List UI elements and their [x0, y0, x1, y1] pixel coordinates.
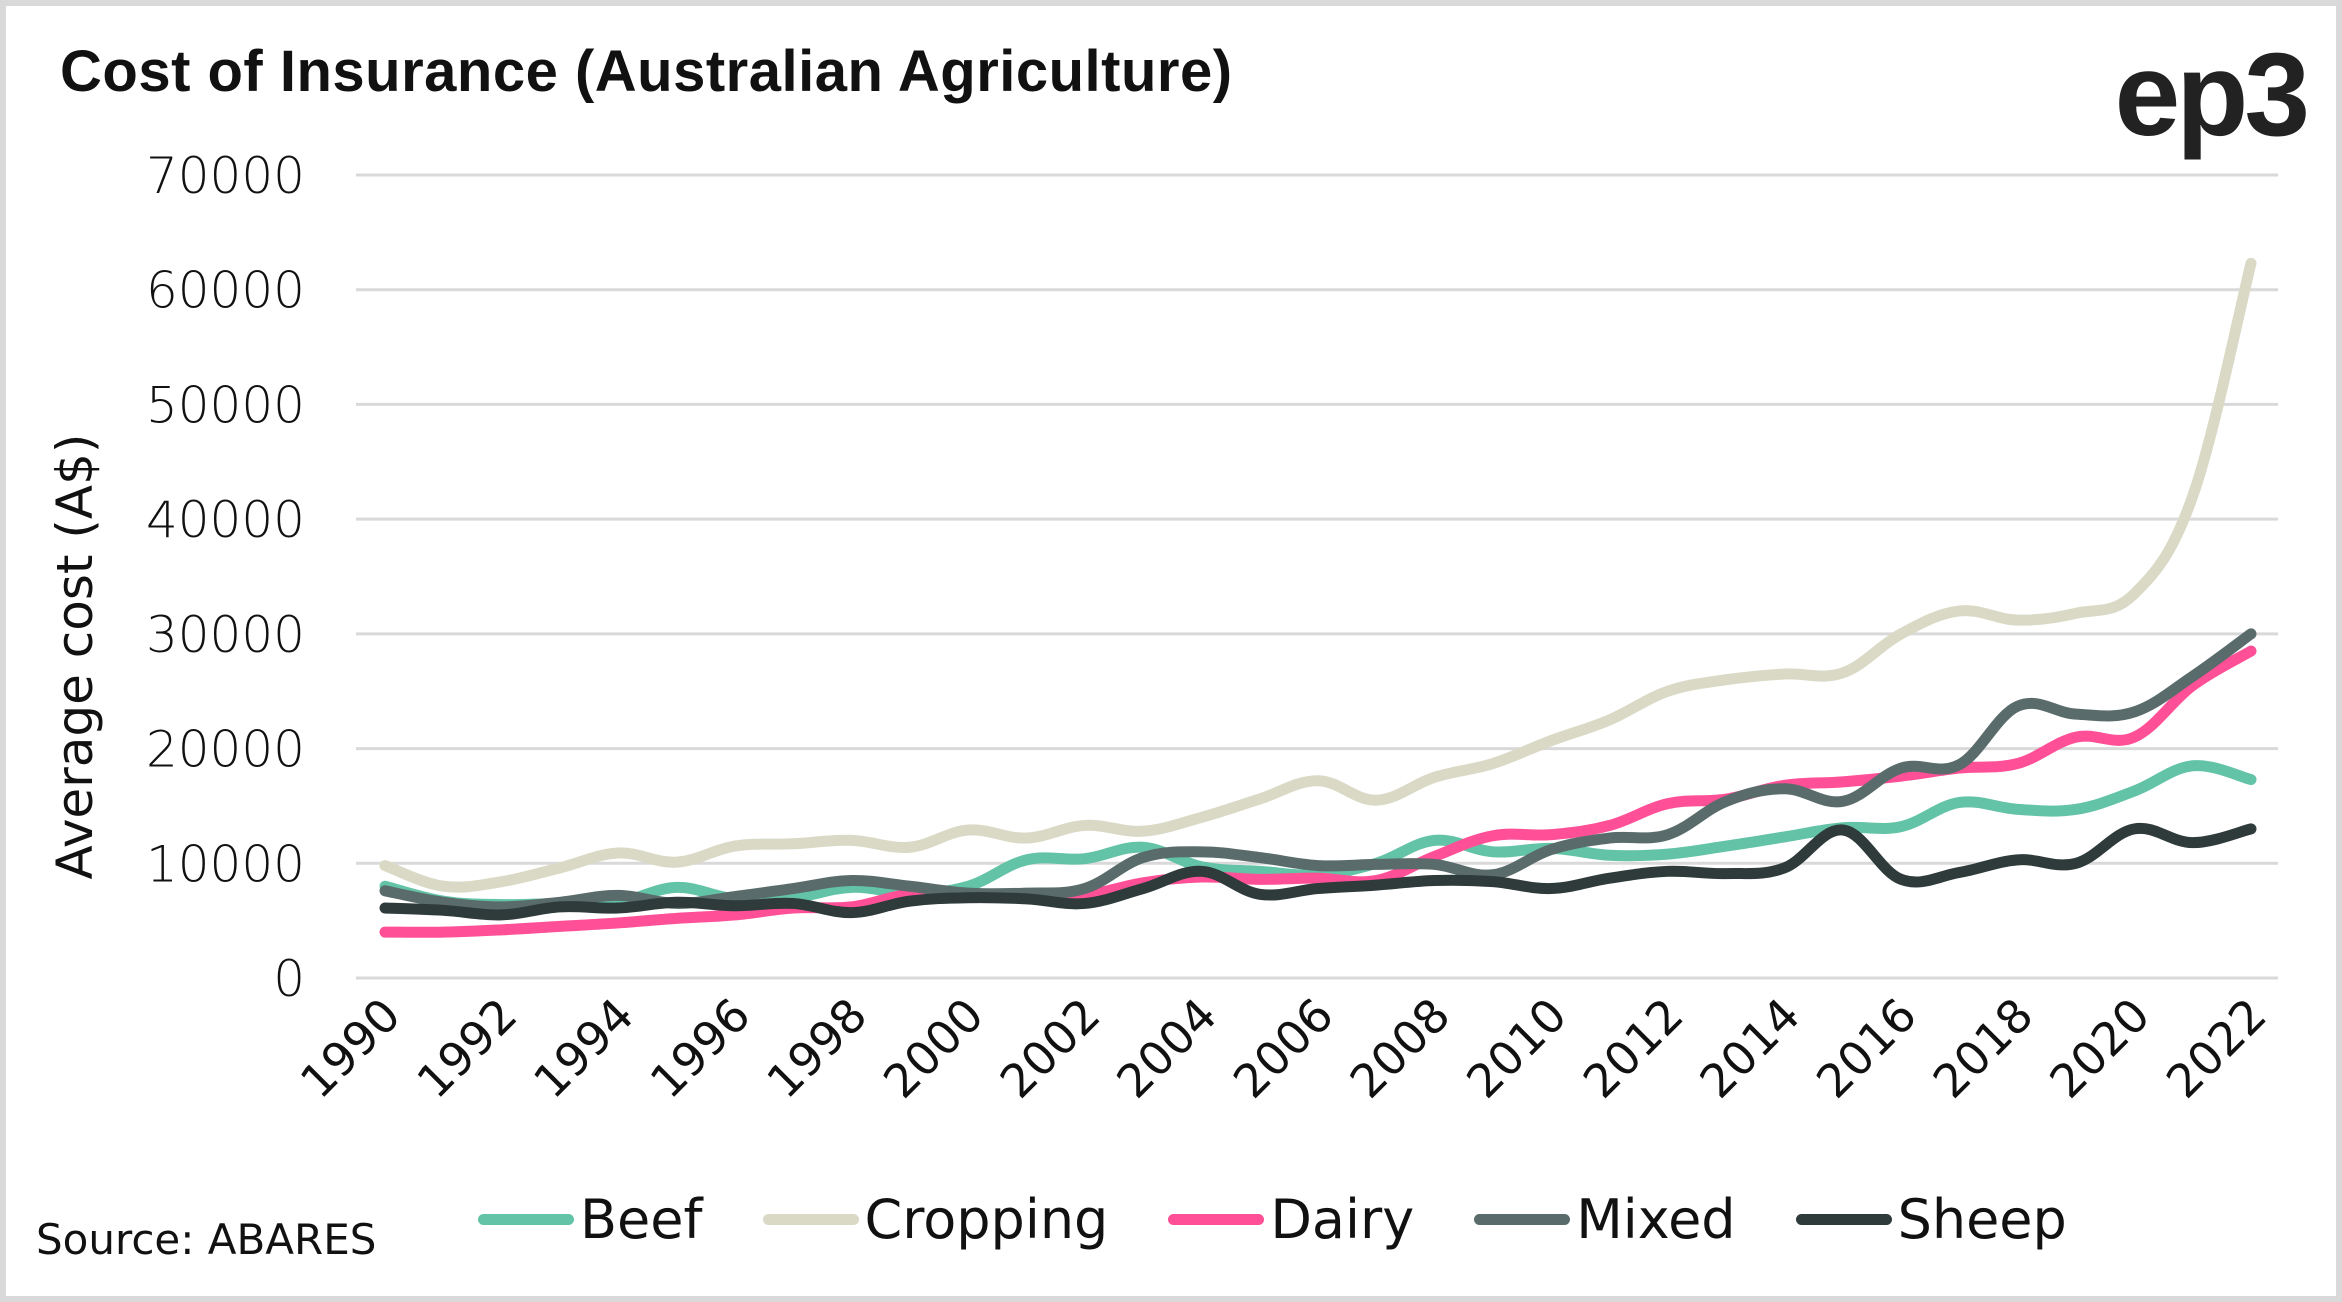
legend: Beef Cropping Dairy Mixed Sheep [478, 1188, 2067, 1251]
y-tick-label: 30000 [146, 606, 305, 664]
legend-swatch [1474, 1214, 1571, 1225]
legend-swatch [1795, 1214, 1892, 1225]
gridlines [356, 173, 2278, 980]
x-tick-label: 2012 [1573, 988, 1694, 1109]
legend-label: Sheep [1897, 1188, 2067, 1251]
x-tick-label: 1996 [640, 988, 761, 1109]
x-tick-label: 2004 [1106, 988, 1227, 1109]
legend-label: Dairy [1270, 1188, 1415, 1251]
series-lines [379, 257, 2257, 938]
x-tick-label: 1992 [406, 988, 527, 1109]
legend-label: Mixed [1576, 1188, 1736, 1251]
y-tick-label: 40000 [146, 491, 305, 549]
y-tick-label: 50000 [146, 376, 305, 434]
x-tick-label: 2020 [2039, 988, 2160, 1109]
legend-item-mixed: Mixed [1474, 1188, 1736, 1251]
y-axis-label: Average cost (A$) [46, 434, 104, 880]
x-tick-label: 1998 [756, 988, 877, 1109]
y-axis-ticks: 0 10000 20000 30000 40000 50000 60000 70000 [146, 147, 305, 1008]
x-tick-label: 2018 [1923, 988, 2044, 1109]
legend-label: Beef [580, 1188, 703, 1251]
y-tick-label: 60000 [146, 262, 305, 320]
x-tick-label: 2016 [1806, 988, 1927, 1109]
chart-title: Cost of Insurance (Australian Agricultur… [60, 39, 1233, 104]
source-note: Source: ABARES [36, 1215, 377, 1264]
x-tick-label: 2010 [1456, 988, 1577, 1109]
x-tick-label: 2008 [1339, 988, 1460, 1109]
x-tick-label: 2022 [2156, 988, 2277, 1109]
y-tick-label: 0 [273, 950, 305, 1008]
legend-swatch [478, 1214, 574, 1225]
y-tick-label: 70000 [146, 147, 305, 205]
y-tick-label: 10000 [146, 835, 305, 893]
legend-item-sheep: Sheep [1795, 1188, 2067, 1251]
x-tick-label: 2000 [873, 988, 994, 1109]
x-tick-label: 2014 [1689, 988, 1810, 1109]
x-tick-label: 1994 [523, 988, 644, 1109]
x-tick-label: 1990 [290, 988, 411, 1109]
legend-item-beef: Beef [478, 1188, 703, 1251]
legend-label: Cropping [864, 1188, 1109, 1251]
legend-swatch [1168, 1214, 1265, 1225]
legend-item-cropping: Cropping [762, 1188, 1109, 1251]
x-tick-label: 2006 [1223, 988, 1344, 1109]
series-line-sheep [379, 822, 2257, 921]
x-axis-ticks: 1990199219941996199820002002200420062008… [290, 988, 2277, 1109]
y-tick-label: 20000 [146, 721, 305, 779]
x-tick-label: 2002 [990, 988, 1111, 1109]
legend-item-dairy: Dairy [1168, 1188, 1414, 1251]
ep3-logo: ep3 [2114, 29, 2310, 161]
legend-swatch [762, 1214, 859, 1225]
series-line-cropping [379, 257, 2257, 893]
